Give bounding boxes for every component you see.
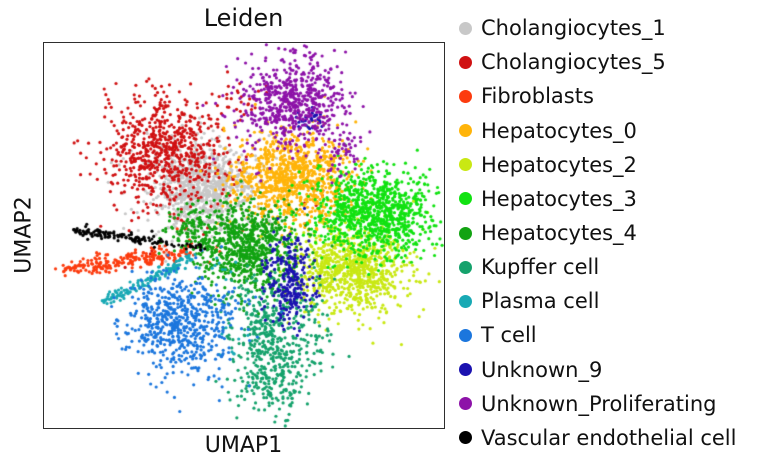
legend-item-label: Cholangiocytes_5 (481, 50, 666, 75)
legend-swatch (459, 294, 472, 308)
legend-item-label: Cholangiocytes_1 (481, 16, 666, 41)
legend-item: Unknown_9 (456, 353, 736, 387)
legend-swatch (459, 124, 472, 138)
umap-scatter-canvas (44, 43, 444, 428)
legend-swatch (459, 328, 472, 342)
legend-item: Cholangiocytes_5 (456, 45, 736, 79)
y-axis-label: UMAP2 (11, 196, 37, 274)
legend-swatch (459, 192, 472, 206)
legend-item: Kupffer cell (456, 250, 736, 284)
legend-item: Cholangiocytes_1 (456, 11, 736, 45)
legend-item-label: Unknown_9 (481, 357, 603, 382)
legend-swatch (459, 431, 472, 445)
legend-item: Fibroblasts (456, 79, 736, 113)
legend-item-label: Plasma cell (481, 289, 600, 314)
legend-swatch (459, 158, 472, 172)
legend-item-label: T cell (481, 323, 537, 348)
legend-item: Unknown_Proliferating (456, 387, 736, 421)
legend-item: T cell (456, 318, 736, 352)
legend-swatch (459, 260, 472, 274)
legend-swatch (459, 55, 472, 69)
legend-item: Hepatocytes_3 (456, 182, 736, 216)
legend-item-label: Vascular endothelial cell (481, 425, 737, 450)
legend-swatch (459, 89, 472, 103)
legend-item-label: Hepatocytes_2 (481, 152, 637, 177)
legend-swatch (459, 21, 472, 35)
legend-item: Plasma cell (456, 284, 736, 318)
legend-item-label: Unknown_Proliferating (481, 391, 717, 416)
legend-item-label: Hepatocytes_3 (481, 186, 637, 211)
legend: Cholangiocytes_1 Cholangiocytes_5 Fibrobla… (456, 11, 736, 455)
legend-item: Hepatocytes_2 (456, 148, 736, 182)
legend-item-label: Hepatocytes_0 (481, 118, 637, 143)
legend-item-label: Fibroblasts (481, 84, 594, 109)
legend-item-label: Kupffer cell (481, 255, 600, 280)
chart-title: Leiden (203, 4, 284, 32)
x-axis-label: UMAP1 (204, 433, 283, 458)
legend-item-label: Hepatocytes_4 (481, 221, 637, 246)
legend-item: Hepatocytes_4 (456, 216, 736, 250)
legend-item: Hepatocytes_0 (456, 113, 736, 147)
legend-swatch (459, 226, 472, 240)
legend-swatch (459, 363, 472, 377)
legend-swatch (459, 397, 472, 411)
legend-item: Vascular endothelial cell (456, 421, 736, 455)
plot-area (43, 42, 445, 429)
